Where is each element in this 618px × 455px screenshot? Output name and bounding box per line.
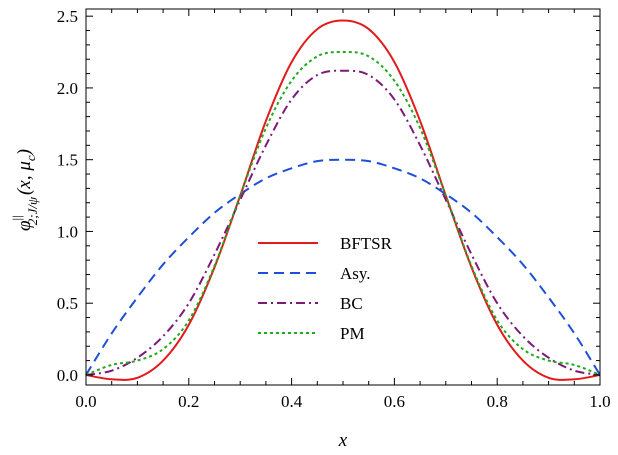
series-line-asy [85,158,601,376]
y-label-sub: 2;J/ψ [25,196,40,225]
y-label-args: (x, μ [14,161,35,195]
x-tick-label: 0.2 [178,392,199,411]
y-label-sup: || [9,215,24,220]
legend: BFTSR Asy. BC PM [258,234,393,343]
y-tick-label: 1.0 [57,222,78,241]
series-line-bftsr [85,19,601,381]
y-label-args-end: ) [14,149,35,156]
y-tick-label: 0.0 [57,366,78,385]
y-tick-label: 1.5 [57,151,78,170]
y-tick-label: 0.5 [57,294,78,313]
x-tick-label: 0.4 [281,392,303,411]
x-tick-label: 0.8 [487,392,508,411]
legend-label: PM [340,324,365,343]
legend-label: BFTSR [340,234,393,253]
y-axis-label: φ||2;J/ψ(x, μc) [9,149,40,231]
x-axis-label: x [338,430,348,451]
y-label-base: φ [14,220,35,231]
series-line-pm [85,51,601,376]
series-line-bc [85,69,601,376]
x-tick-label: 1.0 [589,392,610,411]
y-tick-label: 2.5 [57,7,78,26]
legend-label: BC [340,294,363,313]
legend-label: Asy. [340,264,371,283]
x-tick-label: 0.6 [384,392,405,411]
plot-content [85,19,601,381]
y-tick-label: 2.0 [57,79,78,98]
x-tick-label: 0.0 [75,392,96,411]
y-label-args-sub: c [23,155,38,161]
ticks: 0.0 0.2 0.4 0.6 0.8 1.0 0.0 0.5 1.0 1.5 2.0 2.5 [57,7,611,411]
